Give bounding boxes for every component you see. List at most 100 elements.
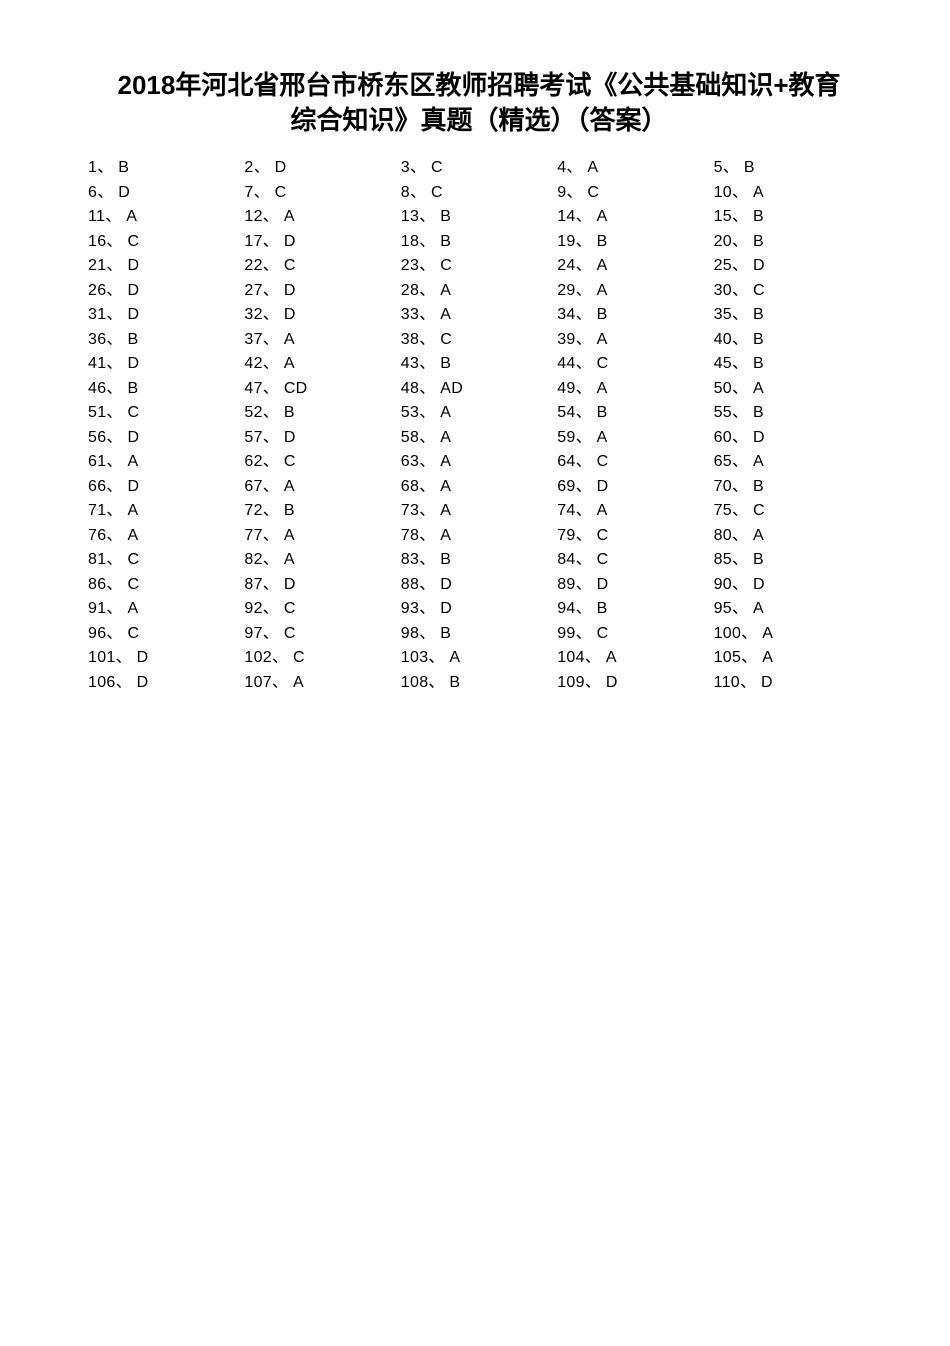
answer-cell: 1、 B [88, 156, 244, 181]
answer-cell: 70、 B [714, 475, 870, 500]
answer-cell: 74、 A [557, 499, 713, 524]
answer-cell: 37、 A [244, 328, 400, 353]
answer-cell: 48、 AD [401, 377, 557, 402]
answer-cell: 61、 A [88, 450, 244, 475]
answer-cell: 99、 C [557, 622, 713, 647]
answer-cell: 60、 D [714, 426, 870, 451]
answer-cell: 22、 C [244, 254, 400, 279]
answer-cell: 2、 D [244, 156, 400, 181]
answer-cell: 80、 A [714, 524, 870, 549]
answer-cell: 102、 C [244, 646, 400, 671]
answer-cell: 34、 B [557, 303, 713, 328]
answer-cell: 38、 C [401, 328, 557, 353]
answer-cell: 44、 C [557, 352, 713, 377]
answer-cell: 97、 C [244, 622, 400, 647]
answer-cell: 26、 D [88, 279, 244, 304]
answer-cell: 106、 D [88, 671, 244, 696]
answer-cell: 94、 B [557, 597, 713, 622]
answer-cell: 4、 A [557, 156, 713, 181]
answer-cell: 101、 D [88, 646, 244, 671]
answer-cell: 49、 A [557, 377, 713, 402]
answer-cell: 73、 A [401, 499, 557, 524]
answer-cell: 36、 B [88, 328, 244, 353]
answer-cell: 64、 C [557, 450, 713, 475]
answer-cell: 67、 A [244, 475, 400, 500]
answer-cell: 14、 A [557, 205, 713, 230]
answer-cell: 27、 D [244, 279, 400, 304]
answer-cell: 3、 C [401, 156, 557, 181]
answer-cell: 57、 D [244, 426, 400, 451]
answer-cell: 31、 D [88, 303, 244, 328]
answer-cell: 16、 C [88, 230, 244, 255]
answer-cell: 46、 B [88, 377, 244, 402]
answer-cell: 110、 D [714, 671, 870, 696]
answer-cell: 68、 A [401, 475, 557, 500]
answer-cell: 10、 A [714, 181, 870, 206]
answer-cell: 35、 B [714, 303, 870, 328]
answer-cell: 43、 B [401, 352, 557, 377]
answer-cell: 39、 A [557, 328, 713, 353]
answer-cell: 85、 B [714, 548, 870, 573]
answer-cell: 19、 B [557, 230, 713, 255]
answer-cell: 17、 D [244, 230, 400, 255]
answer-cell: 86、 C [88, 573, 244, 598]
answer-cell: 90、 D [714, 573, 870, 598]
answer-cell: 95、 A [714, 597, 870, 622]
answer-cell: 83、 B [401, 548, 557, 573]
answer-cell: 104、 A [557, 646, 713, 671]
answer-cell: 18、 B [401, 230, 557, 255]
answer-cell: 92、 C [244, 597, 400, 622]
answer-cell: 53、 A [401, 401, 557, 426]
answer-cell: 87、 D [244, 573, 400, 598]
answer-cell: 24、 A [557, 254, 713, 279]
answer-cell: 11、 A [88, 205, 244, 230]
answer-cell: 88、 D [401, 573, 557, 598]
answer-cell: 45、 B [714, 352, 870, 377]
answer-cell: 21、 D [88, 254, 244, 279]
answer-cell: 108、 B [401, 671, 557, 696]
title-line-1: 2018年河北省邢台市桥东区教师招聘考试《公共基础知识+教育 [88, 68, 870, 103]
answer-cell: 62、 C [244, 450, 400, 475]
answer-cell: 69、 D [557, 475, 713, 500]
answer-cell: 12、 A [244, 205, 400, 230]
answer-cell: 30、 C [714, 279, 870, 304]
answer-cell: 15、 B [714, 205, 870, 230]
answer-cell: 51、 C [88, 401, 244, 426]
answer-cell: 81、 C [88, 548, 244, 573]
answer-cell: 109、 D [557, 671, 713, 696]
answer-cell: 91、 A [88, 597, 244, 622]
answer-cell: 54、 B [557, 401, 713, 426]
answer-cell: 50、 A [714, 377, 870, 402]
answer-cell: 55、 B [714, 401, 870, 426]
answer-cell: 76、 A [88, 524, 244, 549]
answer-cell: 77、 A [244, 524, 400, 549]
answer-cell: 5、 B [714, 156, 870, 181]
answer-cell: 47、 CD [244, 377, 400, 402]
answer-cell: 105、 A [714, 646, 870, 671]
answer-cell: 63、 A [401, 450, 557, 475]
answer-cell: 52、 B [244, 401, 400, 426]
answer-cell: 82、 A [244, 548, 400, 573]
answer-cell: 25、 D [714, 254, 870, 279]
answer-cell: 65、 A [714, 450, 870, 475]
answer-cell: 29、 A [557, 279, 713, 304]
answer-cell: 40、 B [714, 328, 870, 353]
answer-cell: 89、 D [557, 573, 713, 598]
answer-cell: 98、 B [401, 622, 557, 647]
answer-cell: 42、 A [244, 352, 400, 377]
answer-cell: 107、 A [244, 671, 400, 696]
answer-cell: 71、 A [88, 499, 244, 524]
answer-cell: 93、 D [401, 597, 557, 622]
document-title: 2018年河北省邢台市桥东区教师招聘考试《公共基础知识+教育 综合知识》真题（精… [88, 68, 870, 138]
answer-cell: 75、 C [714, 499, 870, 524]
page-container: 2018年河北省邢台市桥东区教师招聘考试《公共基础知识+教育 综合知识》真题（精… [0, 0, 950, 695]
answer-cell: 6、 D [88, 181, 244, 206]
answer-cell: 100、 A [714, 622, 870, 647]
answer-cell: 8、 C [401, 181, 557, 206]
answer-cell: 28、 A [401, 279, 557, 304]
title-line-2: 综合知识》真题（精选）（答案） [88, 103, 870, 138]
answer-cell: 13、 B [401, 205, 557, 230]
answer-grid: 1、 B2、 D3、 C4、 A5、 B6、 D7、 C8、 C9、 C10、 … [88, 156, 870, 695]
answer-cell: 59、 A [557, 426, 713, 451]
answer-cell: 66、 D [88, 475, 244, 500]
